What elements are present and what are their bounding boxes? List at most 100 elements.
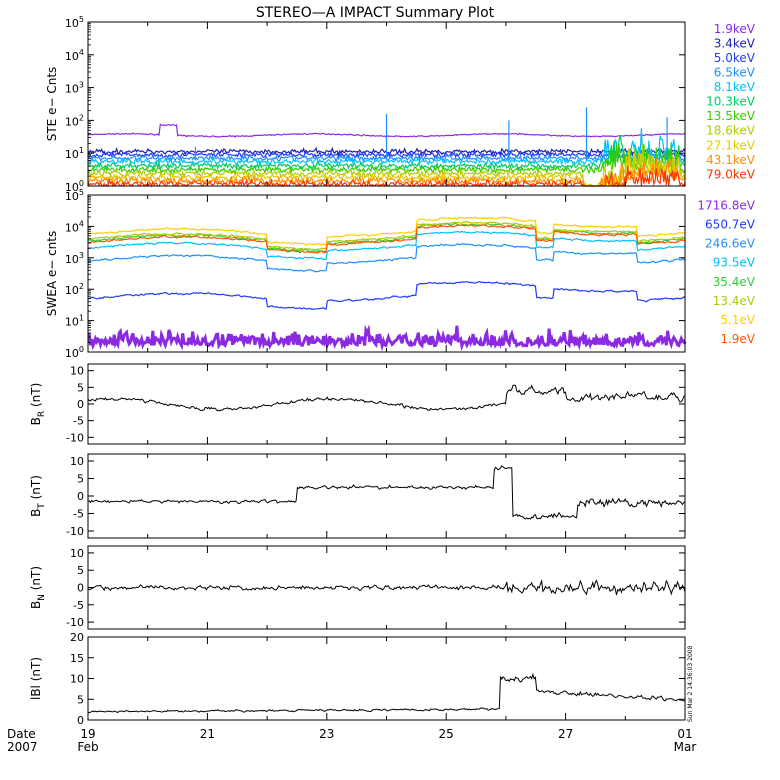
swea-legend-0: 1716.8eV: [697, 198, 755, 212]
year-label: 2007: [7, 740, 38, 754]
xtick-label-0: 19: [80, 727, 95, 741]
bn-ytick-label-2: 0: [77, 582, 84, 595]
bn-series: [87, 578, 686, 596]
ste-ytick-label-3: 103: [65, 81, 84, 96]
bt-series: [87, 465, 686, 520]
br-ylabel: BR (nT): [29, 383, 47, 426]
swea-series-0: [87, 324, 687, 352]
xtick-label-4: 27: [558, 727, 573, 741]
xtick-label-5: 01: [677, 727, 692, 741]
bmag-ytick-label-1: 5: [77, 693, 84, 706]
ste-legend-2: 5.0keV: [714, 51, 756, 65]
bn-ytick-label-0: -10: [66, 616, 84, 629]
swea-ytick-label-5: 105: [65, 188, 84, 203]
bt-ytick-label-2: 0: [77, 490, 84, 503]
bn-ytick-label-3: 5: [77, 564, 84, 577]
ste-ytick-label-2: 102: [65, 113, 84, 128]
xtick-label-1: 21: [200, 727, 215, 741]
plot-title: STEREO—A IMPACT Summary Plot: [256, 5, 495, 21]
bt-ylabel-sub: T: [37, 503, 47, 510]
swea-legend-3: 93.5eV: [713, 256, 756, 270]
bmag-frame: [87, 636, 686, 721]
swea-frame: [87, 194, 686, 353]
ste-ytick-label-1: 101: [65, 146, 84, 161]
bt-ytick-label-1: -5: [73, 508, 84, 521]
ste-series-4: [87, 128, 686, 167]
br-ytick-label-4: 10: [70, 365, 84, 378]
ste-ylabel: STE e− Cnts: [45, 67, 59, 142]
bt-ylabel: BT (nT): [29, 475, 47, 517]
swea-panel: 100 101 102 103 104 105 SWEA e− cnts 1716.8eV 65…: [45, 188, 756, 360]
bt-ytick-label-0: -10: [66, 525, 84, 538]
bmag-ytick-label-0: 0: [77, 714, 84, 727]
xtick-month-5: Mar: [674, 740, 697, 754]
swea-series-1: [87, 280, 686, 310]
swea-ytick-label-0: 100: [65, 345, 84, 360]
swea-series-2: [87, 243, 686, 273]
bn-ytick-label-4: 10: [70, 547, 84, 560]
swea-series-6: [87, 216, 686, 246]
bt-frame: [87, 453, 686, 539]
date-label: Date: [7, 727, 36, 741]
bmag-series: [87, 672, 685, 714]
ste-legend-9: 43.1keV: [706, 153, 756, 167]
br-ytick-label-0: -10: [66, 431, 84, 444]
swea-legend-6: 5.1eV: [720, 313, 755, 327]
swea-legend-4: 35.4eV: [713, 275, 756, 289]
ste-series-6: [87, 142, 686, 176]
bn-ylabel-sub: N: [37, 594, 47, 601]
swea-ytick-label-3: 103: [65, 251, 84, 266]
ste-legend-8: 27.1keV: [706, 138, 756, 152]
br-ylabel-sub: R: [37, 411, 47, 417]
br-ytick-label-2: 0: [77, 398, 84, 411]
ste-legend-4: 8.1keV: [714, 80, 756, 94]
bmag-ylabel-unit: (nT): [29, 657, 43, 685]
swea-ylabel: SWEA e− cnts: [45, 231, 59, 317]
xtick-label-3: 25: [439, 727, 454, 741]
bmag-ytick-label-3: 15: [70, 652, 84, 665]
swea-series-7: [87, 224, 686, 254]
br-ylabel-main: B: [29, 417, 43, 425]
swea-legend-5: 13.4eV: [713, 294, 756, 308]
br-panel: -10 -5 0 5 10 BR (nT): [29, 363, 686, 445]
swea-legend-7: 1.9eV: [720, 332, 755, 346]
ste-legend-5: 10.3keV: [706, 95, 756, 109]
swea-ytick-label-1: 101: [65, 314, 84, 329]
ste-series-5: [87, 135, 686, 172]
swea-legend-2: 246.6eV: [705, 237, 756, 251]
ste-legend-1: 3.4keV: [714, 36, 756, 50]
bt-ytick-label-4: 10: [70, 455, 84, 468]
ste-panel: 100 101 102 103 104 105 STE e− Cnts 1.9keV3.4ke…: [45, 15, 756, 194]
br-ylabel-unit: (nT): [29, 383, 43, 411]
ste-legend-6: 13.5keV: [706, 109, 756, 123]
bn-panel: -10 -5 0 5 10 BN (nT): [29, 545, 686, 630]
bmag-ytick-label-4: 20: [70, 631, 84, 644]
ste-legend-0: 1.9keV: [714, 22, 756, 36]
timestamp: Sun Mar 2 14:36:03 2008: [687, 645, 694, 722]
swea-series-5: [88, 220, 686, 251]
xtick-month-0: Feb: [77, 740, 98, 754]
bn-ylabel: BN (nT): [29, 566, 47, 609]
bmag-ylabel-main: lBl: [29, 685, 43, 700]
ste-legend-3: 6.5keV: [714, 66, 756, 80]
bmag-ytick-label-2: 10: [70, 673, 84, 686]
ste-ytick-label-4: 104: [65, 48, 84, 63]
bt-ylabel-unit: (nT): [29, 475, 43, 503]
swea-ytick-label-4: 104: [65, 219, 84, 234]
swea-series-3: [87, 230, 686, 261]
ste-ytick-label-0: 100: [65, 179, 84, 194]
ste-ytick-label-5: 105: [65, 15, 84, 30]
br-ytick-label-1: -5: [73, 415, 84, 428]
bn-ytick-label-1: -5: [73, 599, 84, 612]
ste-series-7: [87, 144, 686, 189]
ste-legend-7: 18.6keV: [706, 124, 756, 138]
xtick-label-2: 23: [319, 727, 334, 741]
bt-panel: -10 -5 0 5 10 BT (nT): [29, 453, 686, 539]
bn-frame: [87, 545, 686, 630]
bn-ylabel-main: B: [29, 601, 43, 609]
bt-ylabel-main: B: [29, 509, 43, 517]
br-ytick-label-3: 5: [77, 381, 84, 394]
